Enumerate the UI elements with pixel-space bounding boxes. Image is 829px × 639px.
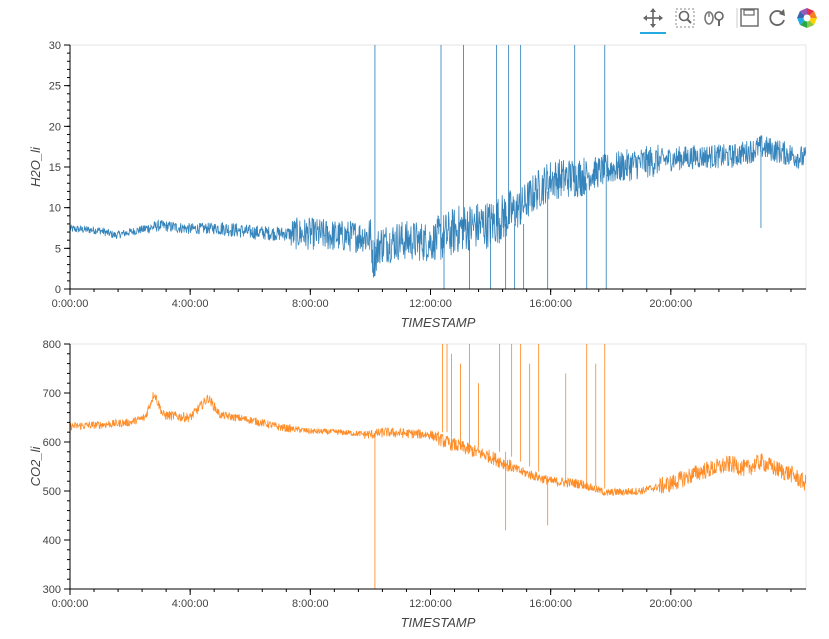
x-tick-label: 20:00:00 — [649, 598, 692, 610]
y-tick-label: 600 — [43, 437, 61, 449]
x-tick-label: 12:00:00 — [409, 598, 452, 610]
x-tick-label: 4:00:00 — [172, 298, 209, 310]
reset-tool[interactable] — [764, 4, 790, 34]
plot-frame — [69, 343, 807, 590]
pan-icon — [643, 8, 663, 28]
x-tick-label: 0:00:00 — [52, 598, 89, 610]
y-tick-label: 10 — [49, 203, 61, 215]
pan-tool[interactable] — [640, 4, 666, 34]
x-axis-title: TIMESTAMP — [401, 615, 476, 630]
reset-icon — [769, 9, 785, 26]
y-tick-label: 400 — [43, 535, 61, 547]
wheel-zoom-tool[interactable] — [702, 4, 728, 34]
chart-h2o: 0 5 10 15 20 25 30 0:00:00 4:00:00 8:00:00 12:00:0… — [28, 40, 807, 330]
series-line — [70, 135, 806, 278]
wheel-zoom-icon — [704, 11, 724, 26]
y-axis-title: CO2_li — [28, 446, 43, 487]
x-tick-label: 16:00:00 — [529, 298, 572, 310]
bokeh-logo-icon — [797, 8, 817, 28]
series-h2o-li — [70, 45, 806, 289]
x-axis-title: TIMESTAMP — [401, 315, 476, 330]
x-tick-label: 4:00:00 — [172, 598, 209, 610]
x-tick-label: 12:00:00 — [409, 298, 452, 310]
bokeh-logo[interactable] — [794, 4, 820, 34]
series-co2-li — [70, 344, 806, 589]
x-tick-label: 0:00:00 — [52, 298, 89, 310]
y-tick-label: 30 — [49, 40, 61, 52]
y-tick-label: 0 — [55, 284, 61, 296]
save-icon — [736, 8, 759, 28]
x-tick-label: 16:00:00 — [529, 598, 572, 610]
series-line — [70, 392, 806, 497]
x-tick-label: 20:00:00 — [649, 298, 692, 310]
y-tick-label: 800 — [43, 339, 61, 351]
chart-co2: 300 400 500 600 700 800 0:00:00 4:00:00 8:00:00 1… — [28, 339, 807, 630]
plot-frame — [69, 44, 807, 290]
y-tick-label: 25 — [49, 81, 61, 93]
y-tick-label: 20 — [49, 121, 61, 133]
x-tick-label: 8:00:00 — [292, 298, 329, 310]
plot-toolbar — [636, 4, 826, 34]
y-tick-label: 5 — [55, 243, 61, 255]
y-tick-label: 300 — [43, 584, 61, 596]
y-axis-title: H2O_li — [28, 146, 43, 187]
y-tick-label: 700 — [43, 388, 61, 400]
x-tick-label: 8:00:00 — [292, 598, 329, 610]
box-zoom-icon — [675, 8, 695, 28]
y-tick-label: 15 — [49, 162, 61, 174]
box-zoom-tool[interactable] — [672, 4, 698, 34]
y-tick-label: 500 — [43, 486, 61, 498]
save-tool[interactable] — [734, 4, 760, 34]
